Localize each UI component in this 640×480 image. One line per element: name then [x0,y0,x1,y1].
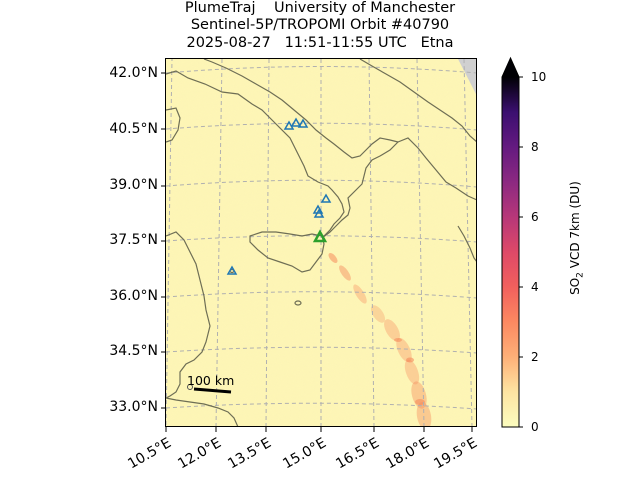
italy-coastline [166,70,345,239]
colorbar-title: SO2 VCD 7km (DU) [567,138,586,338]
malta-island [294,300,302,306]
scale-bar-label: 100 km [187,373,235,388]
colorbar-extend-arrow [502,58,519,77]
colorbar-tick-label: 8 [531,140,539,154]
volcano-marker [313,208,325,218]
etna-volcano-marker [312,229,328,243]
title-line-3: 2025-08-27 11:51-11:55 UTC Etna [186,35,454,51]
lat-label: 40.5°N [109,121,158,137]
map-frame [165,58,477,427]
lat-label: 39.0°N [109,177,158,193]
colorbar-tick-label: 0 [531,420,539,434]
volcano-marker [283,120,295,130]
colorbar-title-prefix: SO [568,277,582,295]
colorbar-title-subscript: 2 [575,272,586,278]
volcano-marker [320,193,332,203]
colorbar-title-suffix: VCD 7km (DU) [568,181,582,273]
adriatic-coastline [397,137,477,201]
colorbar-tick-label: 10 [531,70,547,84]
sicily-coastline [249,231,325,273]
tunisia-coastline [166,231,211,399]
title-line-1: PlumeTraj University of Manchester [184,0,456,16]
lat-label: 42.0°N [109,65,158,81]
scale-bar [193,387,232,394]
lat-label: 33.0°N [109,399,158,415]
lat-label: 34.5°N [109,343,158,359]
lat-label: 37.5°N [109,232,158,248]
colorbar-ticks [519,76,523,428]
colorbar-gradient [502,77,519,427]
libya-coastline [166,397,239,427]
so2-plume [328,253,432,427]
no-data-area [458,59,477,96]
lat-label: 36.0°N [109,288,158,304]
scale-bar-origin [187,384,193,390]
colorbar-tick-label: 2 [531,350,539,364]
calabria-east-coastline [203,59,400,239]
greece-coastline [457,225,477,263]
coastlines [166,59,477,427]
colorbar-frame [501,56,520,428]
volcano-marker [226,265,238,275]
balkan-coastline [359,59,477,143]
colorbar-tick-label: 4 [531,280,539,294]
title-line-2: Sentinel-5P/TROPOMI Orbit #40790 [190,17,450,33]
other-volcanoes [226,117,332,275]
volcano-marker [290,117,302,127]
volcano-marker [297,118,309,128]
sardinia-coastline [166,107,181,143]
lon-ticks [165,427,473,432]
lat-ticks [161,72,166,409]
colorbar-tick-label: 6 [531,210,539,224]
